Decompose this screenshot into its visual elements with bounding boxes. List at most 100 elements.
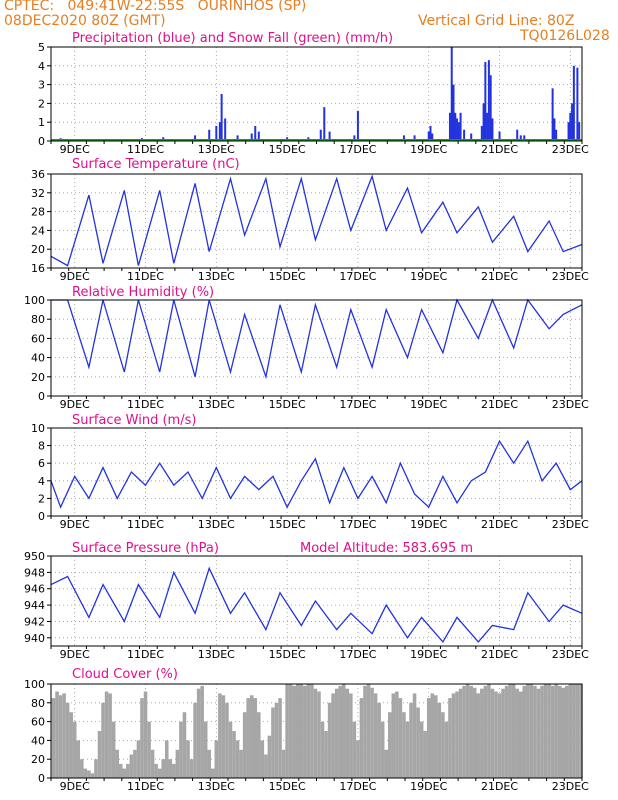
cloud-cover-bar bbox=[494, 691, 498, 778]
cloud-cover-bar bbox=[526, 684, 530, 778]
x-tick-label: 19DEC bbox=[410, 270, 447, 283]
precipitation-bar bbox=[470, 133, 473, 141]
cloud-cover-bar bbox=[264, 754, 268, 778]
y-tick-label: 40 bbox=[31, 352, 45, 365]
cloud-cover-bar bbox=[111, 721, 116, 778]
cloud-cover-bar bbox=[147, 721, 151, 778]
cloud-cover-bar bbox=[345, 688, 350, 778]
x-tick-label: 15DEC bbox=[269, 518, 306, 531]
x-tick-label: 9DEC bbox=[60, 270, 90, 283]
y-tick-label: 3 bbox=[38, 79, 45, 92]
cloud-cover-bar bbox=[90, 773, 95, 778]
panel-frame bbox=[50, 555, 583, 647]
cloud-cover-bar bbox=[235, 740, 240, 778]
series-line bbox=[51, 298, 583, 380]
cloud-cover-bar bbox=[416, 707, 420, 778]
precipitation-bar bbox=[459, 112, 462, 141]
cloud-cover-bar bbox=[423, 731, 427, 778]
precipitation-bar bbox=[429, 125, 432, 141]
cloud-cover-bar bbox=[334, 688, 339, 778]
x-tick-label: 23DEC bbox=[552, 398, 589, 411]
x-tick-label: 11DEC bbox=[127, 143, 164, 156]
cloud-cover-bar bbox=[246, 698, 250, 778]
x-tick-label: 13DEC bbox=[198, 518, 235, 531]
x-tick-label: 21DEC bbox=[481, 780, 518, 793]
precipitation-bar bbox=[456, 118, 459, 141]
cloud-cover-bar bbox=[203, 721, 208, 778]
y-tick-label: 946 bbox=[24, 583, 45, 596]
x-tick-label: 23DEC bbox=[552, 648, 589, 661]
panel-annotation: Model Altitude: 583.695 m bbox=[300, 541, 473, 556]
x-tick-label: 19DEC bbox=[410, 518, 447, 531]
cloud-cover-bar bbox=[292, 685, 296, 778]
x-tick-label: 13DEC bbox=[198, 398, 235, 411]
y-tick-label: 8 bbox=[38, 440, 45, 453]
y-tick-label: 950 bbox=[24, 550, 45, 563]
cloud-cover-bar bbox=[518, 691, 523, 778]
precipitation-bar bbox=[484, 62, 487, 141]
y-tick-label: 4 bbox=[38, 475, 45, 488]
cloud-cover-bar bbox=[87, 770, 91, 778]
x-tick-label: 15DEC bbox=[269, 648, 306, 661]
cloud-cover-bar bbox=[472, 687, 477, 778]
cloud-cover-bar bbox=[501, 688, 505, 778]
y-tick-label: 60 bbox=[31, 716, 45, 729]
cloud-cover-bar bbox=[154, 763, 158, 778]
y-tick-label: 100 bbox=[24, 678, 45, 691]
x-tick-label: 15DEC bbox=[269, 780, 306, 793]
cloud-cover-bar bbox=[444, 721, 449, 778]
precipitation-bar bbox=[516, 129, 519, 141]
x-tick-label: 13DEC bbox=[198, 780, 235, 793]
cloud-cover-bar bbox=[108, 693, 112, 778]
cloud-cover-bar bbox=[540, 685, 544, 778]
x-tick-label: 17DEC bbox=[339, 143, 376, 156]
cloud-cover-bar bbox=[384, 749, 389, 778]
x-tick-label: 23DEC bbox=[552, 780, 589, 793]
cloud-cover-bar bbox=[200, 685, 204, 778]
precipitation-bar bbox=[448, 112, 451, 141]
precipitation-bar bbox=[569, 112, 572, 141]
vertical-grid-line-label: Vertical Grid Line: 80Z bbox=[418, 13, 575, 29]
precipitation-bar bbox=[250, 133, 253, 141]
cloud-cover-bar bbox=[341, 684, 346, 778]
series-line bbox=[50, 439, 583, 509]
cloud-cover-bar bbox=[295, 684, 300, 778]
y-tick-label: 10 bbox=[31, 422, 45, 435]
cloud-cover-bar bbox=[338, 685, 342, 778]
precipitation-bar bbox=[319, 129, 322, 141]
x-tick-label: 15DEC bbox=[269, 398, 306, 411]
x-tick-label: 9DEC bbox=[60, 518, 90, 531]
precipitation-bar bbox=[463, 129, 466, 141]
cloud-cover-bar bbox=[565, 685, 569, 778]
precipitation-bar bbox=[572, 65, 575, 141]
cloud-cover-bar bbox=[550, 685, 555, 778]
cloud-cover-bar bbox=[497, 693, 502, 778]
cloud-cover-bar bbox=[168, 759, 173, 778]
cloud-cover-bar bbox=[487, 684, 491, 778]
cloud-cover-bar bbox=[228, 721, 233, 778]
cloud-cover-bar bbox=[451, 693, 456, 778]
panel-title: Surface Pressure (hPa) bbox=[72, 541, 219, 556]
y-tick-label: 36 bbox=[31, 168, 45, 181]
cloud-cover-bar bbox=[430, 693, 435, 778]
cloud-cover-bar bbox=[193, 702, 197, 778]
cloud-cover-bar bbox=[561, 687, 566, 778]
panel-frame bbox=[50, 427, 583, 517]
cloud-cover-bar bbox=[62, 693, 66, 778]
cloud-cover-bar bbox=[522, 685, 527, 778]
cloud-cover-bar bbox=[133, 749, 137, 778]
cloud-cover-bar bbox=[225, 702, 229, 778]
panel-title: Relative Humidity (%) bbox=[72, 285, 214, 300]
precipitation-bar bbox=[254, 125, 257, 141]
precipitation-bar bbox=[224, 118, 227, 141]
precipitation-bar bbox=[208, 129, 211, 141]
cloud-cover-bar bbox=[448, 698, 452, 778]
cloud-cover-bar bbox=[83, 768, 88, 778]
cloud-cover-bar bbox=[405, 721, 410, 778]
cloud-cover-bar bbox=[214, 740, 219, 778]
cloud-cover-bar bbox=[164, 740, 169, 778]
y-tick-label: 4 bbox=[38, 60, 45, 73]
precipitation-bar bbox=[486, 112, 489, 141]
cloud-cover-bar bbox=[370, 687, 374, 778]
cloud-cover-bar bbox=[349, 693, 353, 778]
